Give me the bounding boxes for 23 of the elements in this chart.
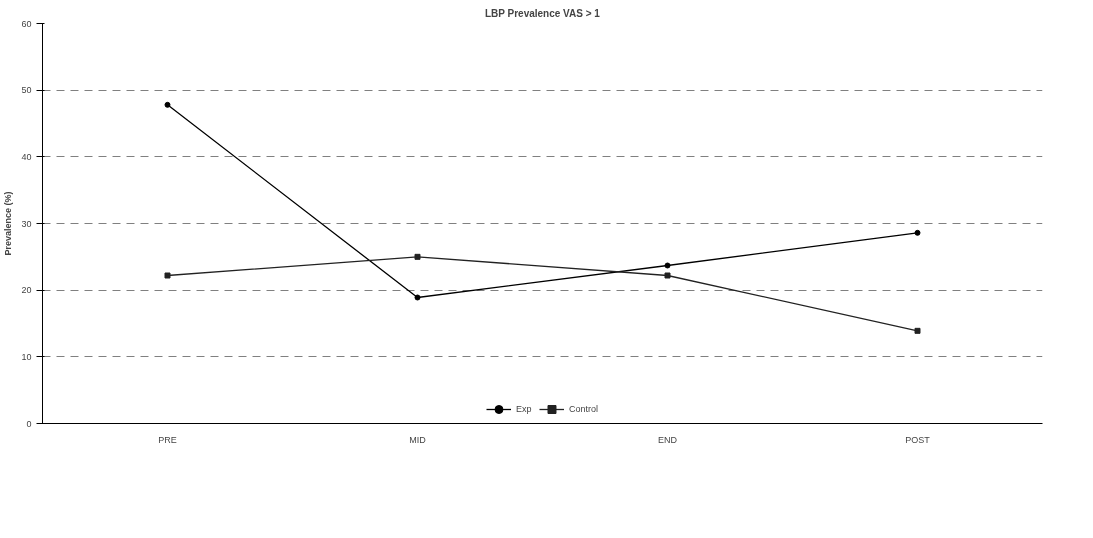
x-tick-label: POST [905, 434, 931, 445]
y-tick-label: 30 [21, 218, 32, 229]
y-tick-label: 10 [21, 351, 32, 362]
y-tick-label: 40 [21, 151, 32, 162]
point [164, 101, 171, 108]
y-tick-label: 20 [21, 285, 32, 296]
point [164, 272, 171, 279]
y-tick-label: 60 [21, 18, 32, 29]
point [414, 294, 421, 301]
y-tick-label: 50 [21, 85, 32, 96]
legend-label: Control [568, 404, 599, 414]
y-axis-title: Prevalence (%) [3, 191, 14, 256]
x-tick-label: END [658, 434, 678, 445]
legend-label: Exp [515, 404, 533, 414]
point [414, 253, 421, 260]
x-tick-label: MID [409, 434, 427, 445]
point [664, 272, 671, 279]
y-tick-label: 0 [26, 418, 32, 429]
point [914, 327, 921, 334]
x-tick-label: PRE [158, 434, 177, 445]
chart-title: LBP Prevalence VAS > 1 [484, 7, 601, 19]
point [664, 262, 671, 269]
point [914, 229, 921, 236]
